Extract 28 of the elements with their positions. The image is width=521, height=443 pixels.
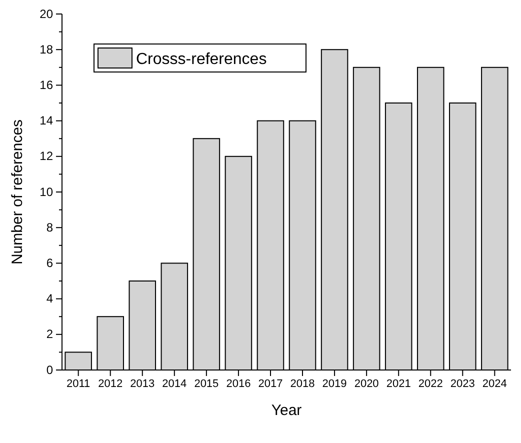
x-tick-label: 2012 [98, 378, 123, 390]
x-tick-label: 2011 [66, 378, 90, 390]
x-tick-label: 2019 [322, 378, 347, 390]
x-tick-label: 2021 [386, 378, 411, 390]
y-tick-label: 4 [46, 292, 54, 306]
x-tick-label: 2016 [226, 378, 251, 390]
x-tick-label: 2023 [450, 378, 475, 390]
x-tick-label: 2020 [354, 378, 379, 390]
y-tick-label: 8 [46, 220, 54, 234]
y-tick-label: 18 [40, 42, 54, 56]
y-axis-title: Number of references [9, 119, 26, 265]
y-tick-label: 0 [46, 362, 54, 377]
x-tick-label: 2015 [194, 378, 219, 390]
x-tick-label: 2022 [418, 378, 443, 390]
x-tick-label: 2013 [130, 378, 155, 390]
x-tick-label: 2024 [482, 378, 507, 390]
y-tick-label: 14 [40, 114, 54, 128]
y-tick-label: 12 [40, 149, 54, 164]
y-tick-label: 10 [40, 184, 54, 199]
y-tick-label: 20 [40, 6, 54, 21]
x-tick-label: 2017 [258, 378, 283, 390]
legend-label: Crosss-references [136, 51, 267, 68]
x-axis-title: Year [271, 402, 302, 419]
y-tick-label: 16 [40, 78, 54, 92]
y-tick-label: 2 [46, 327, 54, 342]
y-tick-label: 6 [46, 256, 54, 270]
x-tick-label: 2018 [290, 378, 315, 390]
x-tick-label: 2014 [162, 378, 187, 390]
